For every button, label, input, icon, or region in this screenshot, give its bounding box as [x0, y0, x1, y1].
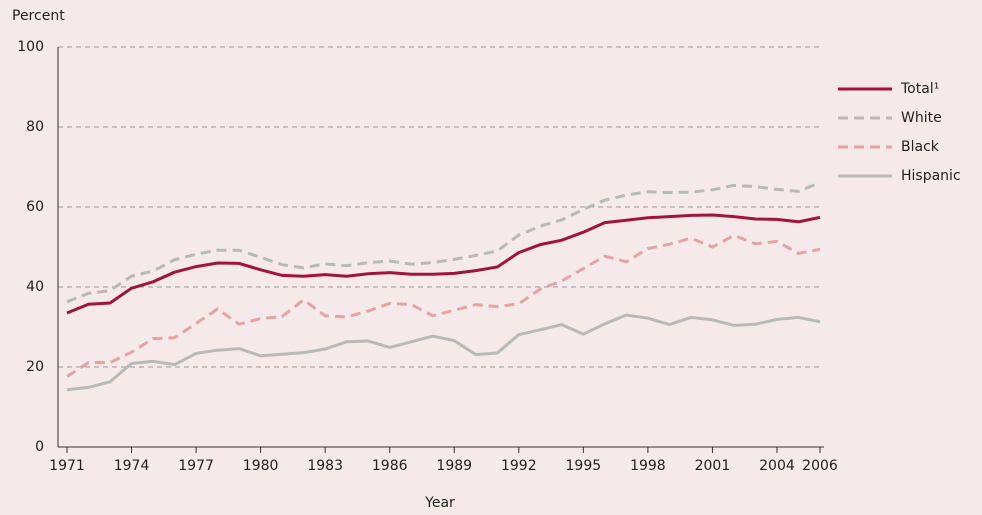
legend-label: Total¹ [900, 81, 939, 97]
x-tick-label: 2004 [759, 458, 795, 474]
x-tick-label: 1986 [372, 458, 408, 474]
x-tick-label: 1992 [501, 458, 537, 474]
x-tick-label: 1983 [307, 458, 343, 474]
y-tick-label: 80 [26, 119, 44, 135]
y-tick-label: 0 [35, 439, 44, 455]
series-line [66, 181, 821, 304]
x-tick-label: 1998 [630, 458, 666, 474]
x-tick-label: 2006 [802, 458, 838, 474]
series-line [66, 233, 821, 378]
y-tick-label: 20 [26, 359, 44, 375]
y-tick-label: 40 [26, 279, 44, 295]
legend-label: Hispanic [901, 168, 961, 184]
series-line [66, 313, 821, 392]
x-tick-label: 1971 [49, 458, 85, 474]
x-tick-label: 1977 [178, 458, 214, 474]
x-tick-label: 1980 [243, 458, 279, 474]
x-tick-label: 2001 [695, 458, 731, 474]
legend-label: Black [901, 139, 940, 155]
x-tick-label: 1995 [566, 458, 602, 474]
x-tick-label: 1974 [114, 458, 150, 474]
y-tick-label: 100 [17, 39, 44, 55]
y-tick-label: 60 [26, 199, 44, 215]
y-axis-label: Percent [12, 8, 65, 24]
legend-label: White [901, 110, 942, 126]
series-line [66, 213, 821, 315]
x-axis-label: Year [424, 495, 455, 511]
x-tick-label: 1989 [436, 458, 472, 474]
